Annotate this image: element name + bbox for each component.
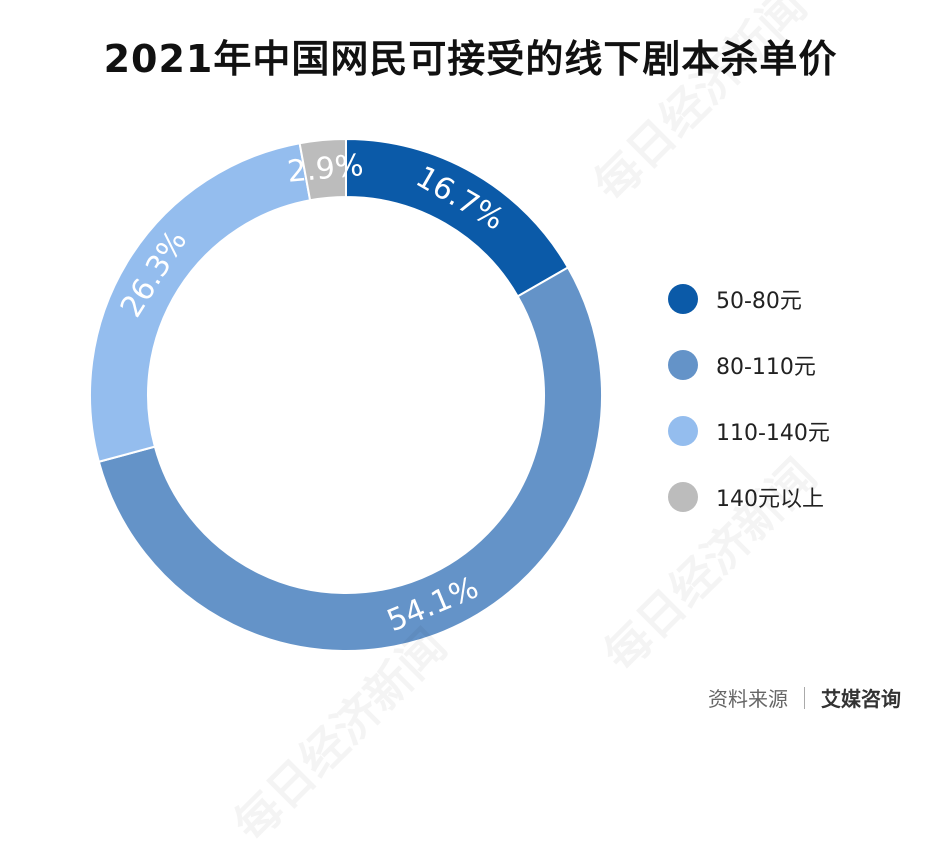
legend-swatch-2 [668, 350, 698, 380]
legend-label-3: 110-140元 [716, 421, 830, 446]
legend-swatch-1 [668, 284, 698, 314]
source-note: 资料来源 艾媒咨询 [708, 683, 901, 712]
legend-item-3: 110-140元 [668, 415, 830, 447]
donut-chart: 16.7%54.1%26.3%2.9% [89, 137, 603, 652]
legend-item-1: 50-80元 [668, 283, 830, 315]
legend-item-4: 140元以上 [668, 481, 830, 513]
chart-title: 2021年中国网民可接受的线下剧本杀单价 [103, 37, 838, 81]
source-divider [804, 686, 805, 709]
source-label: 资料来源 [708, 687, 788, 711]
legend-label-2: 80-110元 [716, 355, 816, 380]
legend: 50-80元 80-110元 110-140元 140元以上 [668, 283, 830, 513]
legend-label-1: 50-80元 [716, 289, 802, 314]
legend-swatch-4 [668, 482, 698, 512]
slice-1 [345, 137, 570, 298]
legend-item-2: 80-110元 [668, 349, 830, 381]
slice-2 [97, 266, 603, 652]
legend-swatch-3 [668, 416, 698, 446]
legend-label-4: 140元以上 [716, 487, 824, 512]
slice-4 [298, 137, 347, 202]
source-org: 艾媒咨询 [821, 687, 901, 711]
slice-label-4: 2.9% [286, 148, 365, 190]
